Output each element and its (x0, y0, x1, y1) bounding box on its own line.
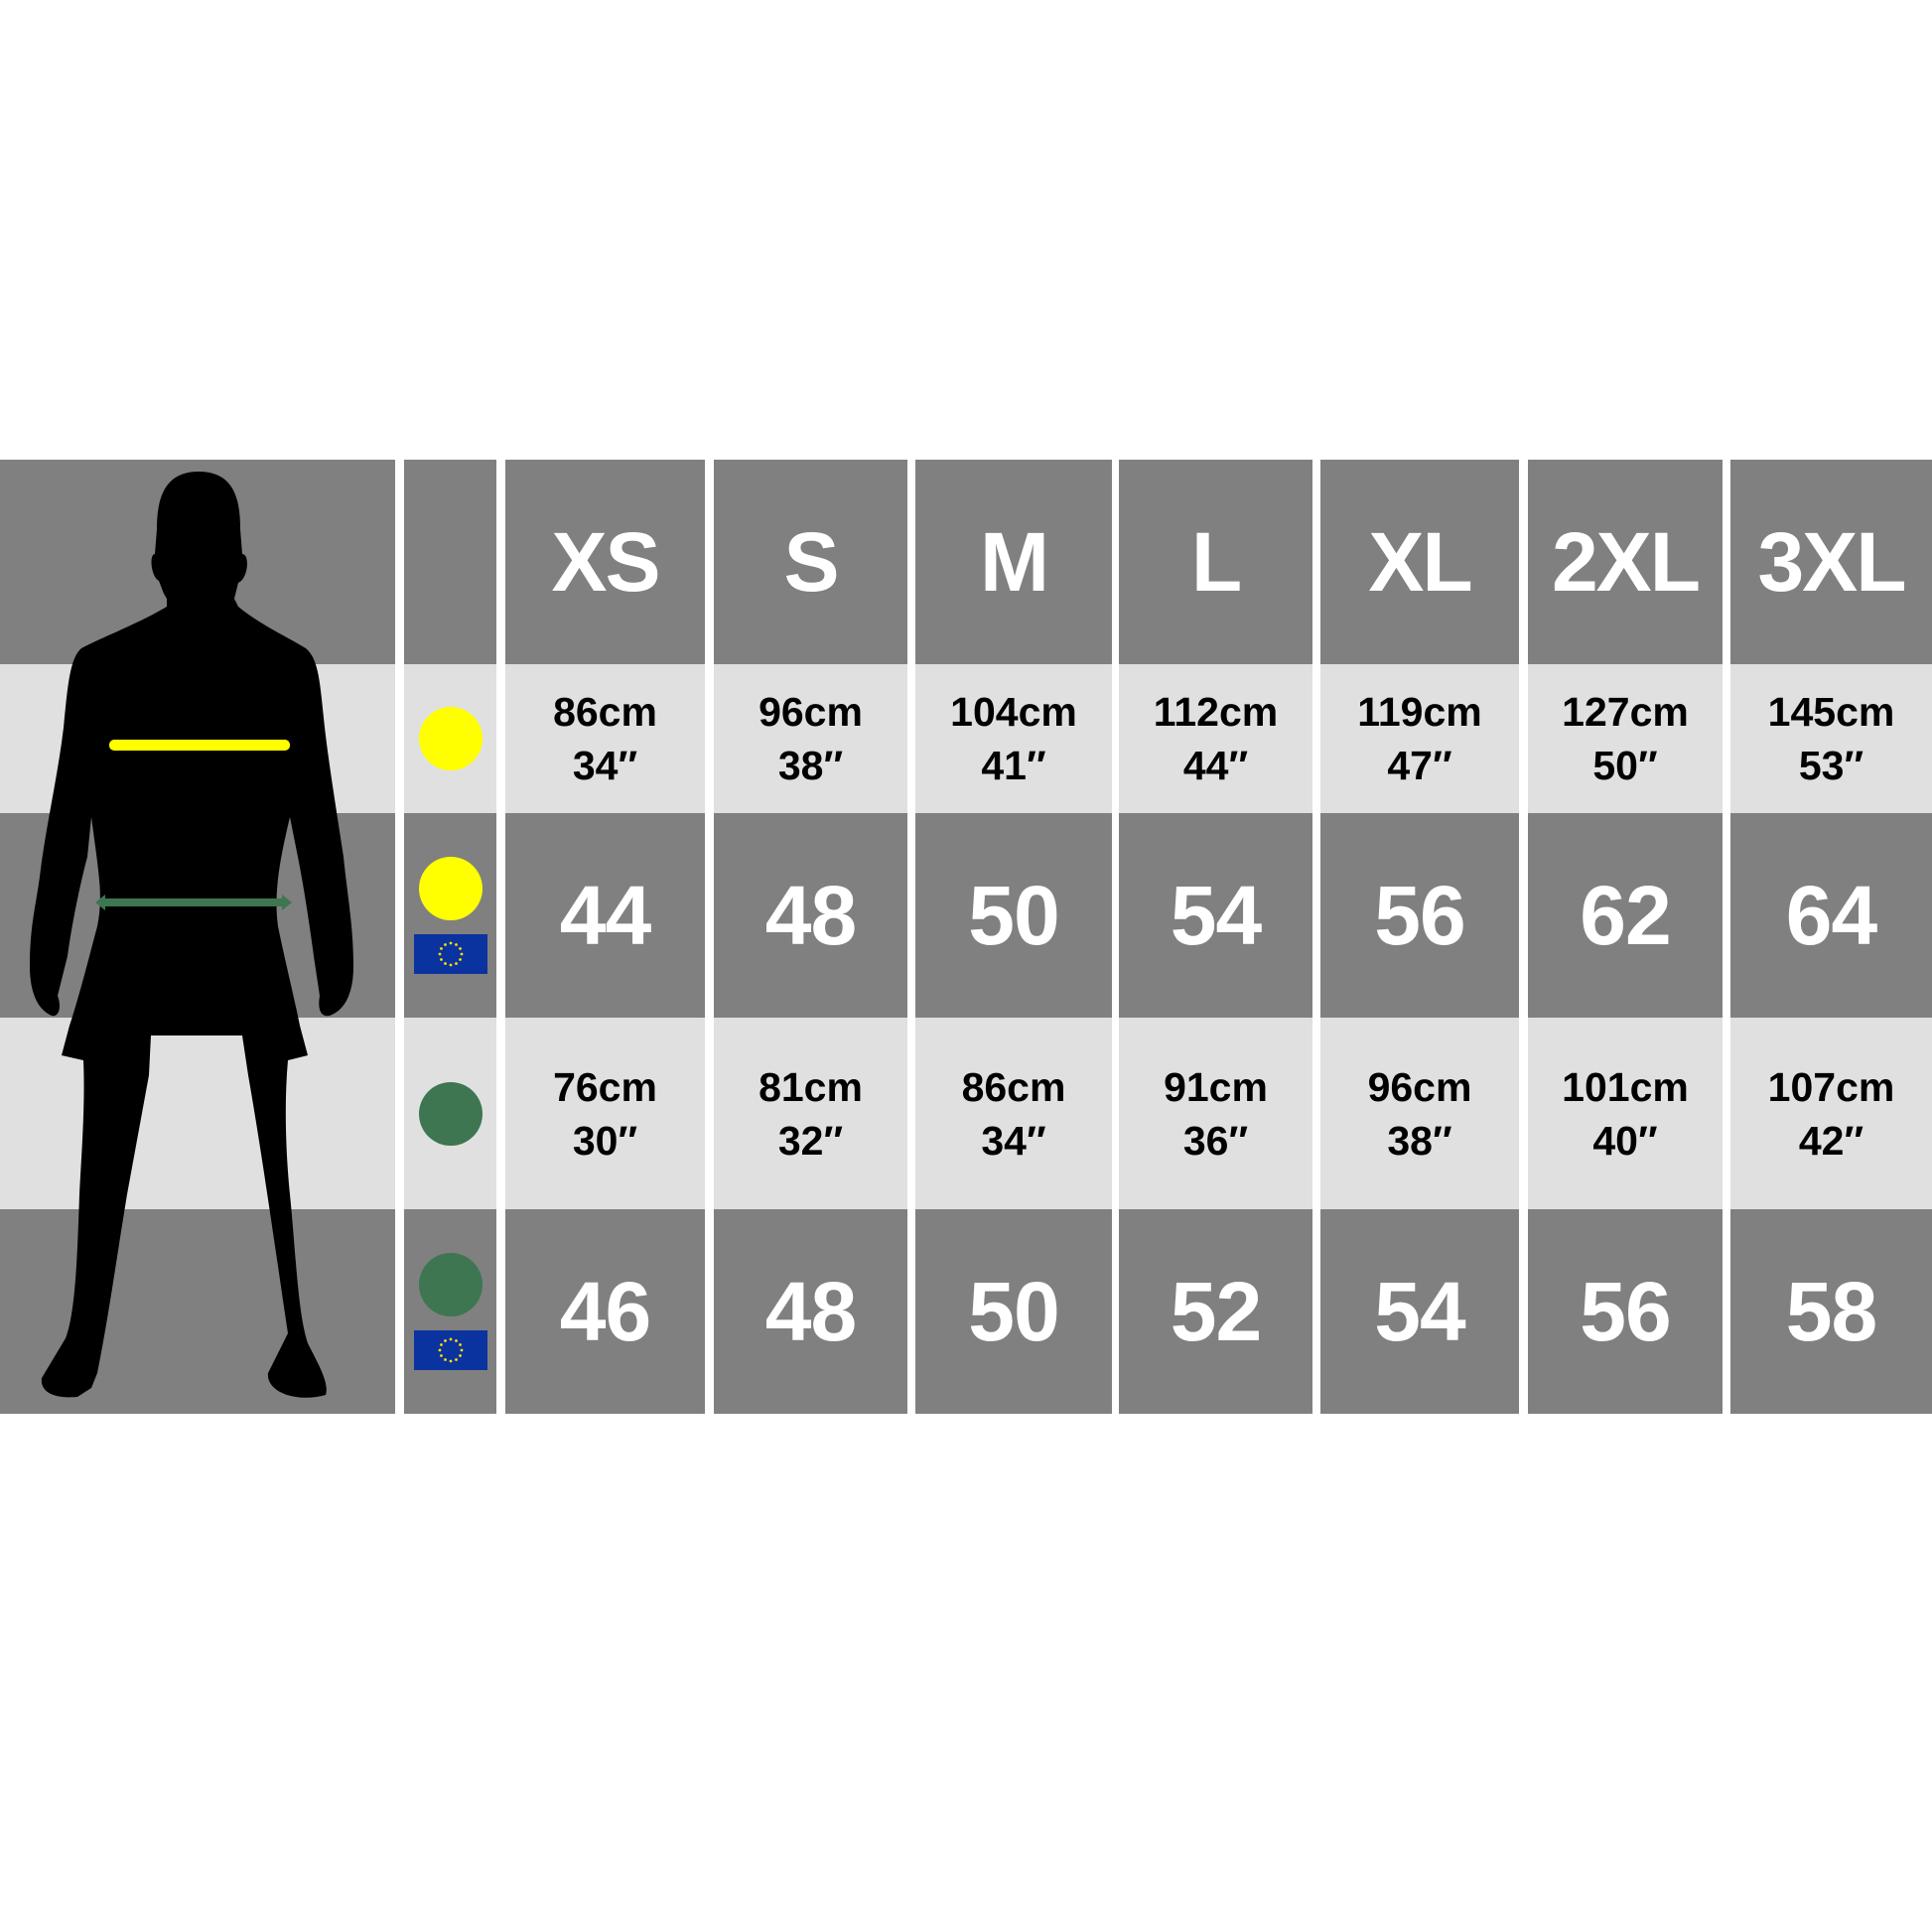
inch-value: 38″ (777, 743, 844, 788)
measurement-cell: 107cm 42″ (1730, 1018, 1932, 1209)
cm-value: 101cm (1562, 1063, 1689, 1110)
eu-size-cell: 62 (1528, 813, 1723, 1018)
header-blank-cell (404, 460, 496, 664)
measurement-cell: 96cm 38″ (1320, 1018, 1519, 1209)
eu-flag-icon (413, 1330, 487, 1370)
eu-size-cell: 46 (505, 1209, 705, 1414)
waist-marker-icon (418, 1081, 483, 1146)
inch-value: 34″ (981, 1117, 1046, 1164)
size-header-xs: XS (505, 460, 705, 664)
eu-size-cell: 58 (1730, 1209, 1932, 1414)
waist-marker-icon (418, 1253, 483, 1316)
inch-value: 38″ (1387, 1117, 1452, 1164)
measurement-cell: 112cm 44″ (1119, 664, 1312, 813)
eu-size-cell: 64 (1730, 813, 1932, 1018)
measurement-cell: 119cm 47″ (1320, 664, 1519, 813)
eu-size-cell: 54 (1119, 813, 1312, 1018)
cm-value: 107cm (1767, 1063, 1895, 1110)
measurement-cell: 101cm 40″ (1528, 1018, 1723, 1209)
measurement-cell: 104cm 41″ (915, 664, 1112, 813)
measurement-cell: 91cm 36″ (1119, 1018, 1312, 1209)
size-header-m: M (915, 460, 1112, 664)
measurement-cell: 76cm 30″ (505, 1018, 705, 1209)
cm-value: 76cm (553, 1063, 657, 1110)
size-header-xl: XL (1320, 460, 1519, 664)
cm-value: 119cm (1357, 689, 1482, 735)
eu-size-cell: 48 (714, 1209, 907, 1414)
eu-flag-icon (413, 934, 487, 974)
inch-value: 50″ (1592, 743, 1658, 788)
size-header-l: L (1119, 460, 1312, 664)
cm-value: 96cm (759, 689, 863, 735)
inch-value: 47″ (1387, 743, 1452, 788)
cm-value: 112cm (1153, 689, 1279, 735)
eu-size-cell: 54 (1320, 1209, 1519, 1414)
inch-value: 42″ (1798, 1117, 1864, 1164)
cm-value: 104cm (950, 689, 1077, 735)
cm-value: 96cm (1367, 1063, 1472, 1110)
waist-arrow (95, 895, 292, 910)
eu-size-cell: 48 (714, 813, 907, 1018)
measurement-cell: 145cm 53″ (1730, 664, 1932, 813)
cm-value: 81cm (759, 1063, 863, 1110)
eu-size-cell: 50 (915, 813, 1112, 1018)
cm-value: 91cm (1164, 1063, 1268, 1110)
size-header-2xl: 2XL (1528, 460, 1723, 664)
chest-line (109, 740, 290, 751)
marker-cell (404, 813, 496, 1018)
inch-value: 40″ (1592, 1117, 1658, 1164)
inch-value: 44″ (1182, 743, 1249, 788)
cm-value: 145cm (1767, 689, 1895, 735)
marker-cell (404, 1209, 496, 1414)
measurement-cell: 81cm 32″ (714, 1018, 907, 1209)
size-header-s: S (714, 460, 907, 664)
cm-value: 86cm (961, 1063, 1066, 1110)
eu-size-cell: 52 (1119, 1209, 1312, 1414)
inch-value: 53″ (1798, 743, 1864, 788)
eu-size-cell: 44 (505, 813, 705, 1018)
inch-value: 41″ (981, 743, 1046, 788)
cm-value: 127cm (1562, 689, 1689, 735)
chest-marker-icon (418, 857, 483, 920)
inch-value: 34″ (572, 743, 638, 788)
measurement-cell: 96cm 38″ (714, 664, 907, 813)
marker-cell (404, 1018, 496, 1209)
eu-size-cell: 56 (1320, 813, 1519, 1018)
cm-value: 86cm (553, 689, 657, 735)
measurement-cell: 127cm 50″ (1528, 664, 1723, 813)
marker-cell (404, 664, 496, 813)
eu-size-cell: 50 (915, 1209, 1112, 1414)
inch-value: 30″ (572, 1117, 638, 1164)
eu-size-cell: 56 (1528, 1209, 1723, 1414)
measurement-cell: 86cm 34″ (505, 664, 705, 813)
male-silhouette-icon (0, 460, 395, 1414)
measurement-cell: 86cm 34″ (915, 1018, 1112, 1209)
chest-marker-icon (418, 707, 483, 770)
inch-value: 32″ (777, 1117, 844, 1164)
inch-value: 36″ (1182, 1117, 1249, 1164)
size-header-3xl: 3XL (1730, 460, 1932, 664)
